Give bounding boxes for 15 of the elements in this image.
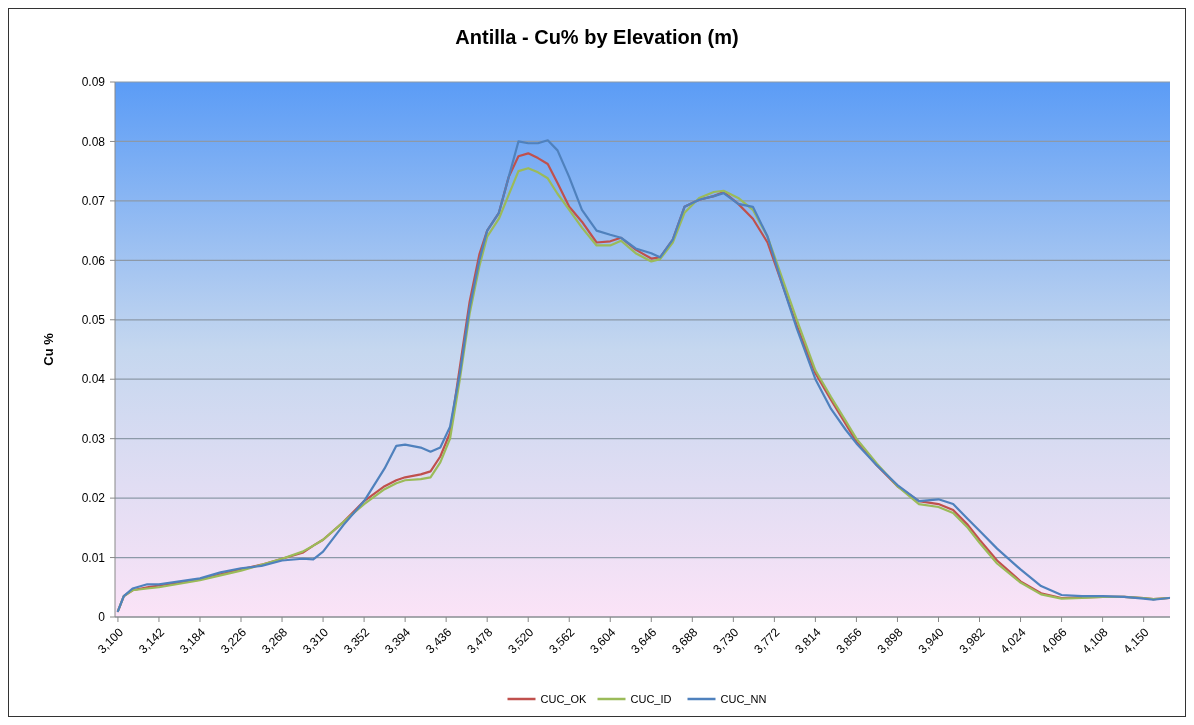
- y-tick-label: 0.05: [81, 312, 106, 327]
- legend-label: CUC_NN: [720, 692, 767, 705]
- y-tick-label: 0.03: [81, 431, 106, 446]
- chart-title: Antilla - Cu% by Elevation (m): [455, 26, 739, 48]
- y-tick-label: 0.08: [81, 134, 106, 149]
- y-tick-label: 0.04: [81, 372, 106, 387]
- legend-label: CUC_ID: [630, 692, 672, 705]
- y-tick-label: 0.02: [81, 491, 106, 506]
- y-tick-label: 0.09: [81, 75, 106, 90]
- legend-label: CUC_OK: [540, 692, 588, 705]
- y-tick-label: 0.06: [81, 253, 106, 268]
- y-tick-label: 0.07: [81, 194, 106, 209]
- y-tick-label: 0.01: [81, 550, 106, 565]
- y-tick-label: 0: [98, 610, 106, 625]
- y-axis-title: Cu %: [41, 332, 56, 366]
